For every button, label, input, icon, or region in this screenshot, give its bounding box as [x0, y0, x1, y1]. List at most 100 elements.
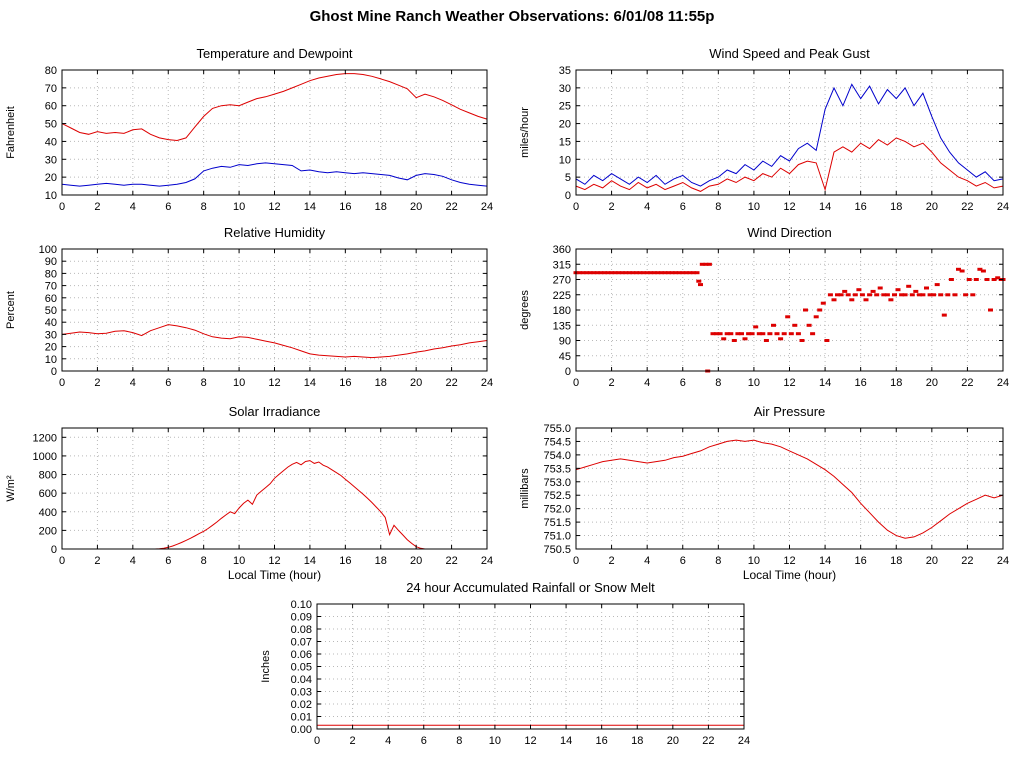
y-tick-label: 270 — [553, 275, 571, 287]
solar-irradiance-line — [62, 460, 487, 550]
x-tick-label: 2 — [350, 735, 356, 747]
x-tick-label: 6 — [165, 201, 171, 213]
x-tick-label: 22 — [702, 735, 714, 747]
y-tick-label: 30 — [45, 154, 57, 166]
y-tick-label: 800 — [39, 470, 57, 482]
x-tick-label: 2 — [609, 201, 615, 213]
grid-lines — [61, 248, 488, 372]
wind-direction-chart: 0 2 4 6 8 10 12 14 16 18 20 22 24 0 45 90 135 180 225 270 31… — [514, 219, 1024, 401]
y-tick-label: 200 — [39, 525, 57, 537]
x-tick-label: 24 — [997, 201, 1009, 213]
y-tick-label: 754.0 — [543, 450, 571, 462]
y-tick-label: 0.03 — [291, 687, 312, 699]
y-tick-label: 20 — [45, 172, 57, 184]
y-tick-label: 135 — [553, 320, 571, 332]
x-tick-label: 6 — [165, 555, 171, 567]
page-title: Ghost Mine Ranch Weather Observations: 6… — [309, 8, 715, 25]
y-tick-label: 751.0 — [543, 531, 571, 543]
y-tick-label: 0 — [51, 366, 57, 378]
y-axis-label: Inches — [260, 650, 272, 683]
x-tick-label: 22 — [445, 377, 457, 389]
y-tick-label: 753.0 — [543, 477, 571, 489]
y-tick-label: 0.10 — [291, 599, 312, 611]
y-tick-label: 0 — [565, 366, 571, 378]
y-tick-label: 90 — [559, 336, 571, 348]
x-tick-label: 12 — [268, 555, 280, 567]
solar-plot-svg: 0 2 4 6 8 10 12 14 16 18 20 22 240200400600800100012… — [5, 404, 493, 582]
y-tick-label: 80 — [45, 65, 57, 77]
humidity-plot-svg: 0 2 4 6 8 10 12 14 16 18 20 22 240102030405060708090… — [5, 225, 493, 389]
x-tick-label: 22 — [961, 201, 973, 213]
x-tick-label: 0 — [59, 201, 65, 213]
x-tick-label: 18 — [375, 555, 387, 567]
x-tick-label: 6 — [680, 377, 686, 389]
x-tick-label: 20 — [926, 555, 938, 567]
x-tick-label: 4 — [130, 201, 136, 213]
x-tick-label: 2 — [609, 377, 615, 389]
air-pressure-line — [575, 439, 1004, 539]
wind-speed-gust-chart: 0 2 4 6 8 10 12 14 16 18 20 22 24 0 5 10 15 20 25 30 35 Wind … — [514, 40, 1024, 225]
x-tick-label: 16 — [339, 377, 351, 389]
y-tick-label: 15 — [559, 136, 571, 148]
x-tick-label: 4 — [130, 555, 136, 567]
y-tick-label: 1000 — [33, 451, 57, 463]
x-tick-label: 24 — [481, 377, 493, 389]
x-tick-label: 2 — [609, 555, 615, 567]
y-tick-label: 360 — [553, 244, 571, 256]
x-tick-label: 14 — [304, 201, 316, 213]
x-tick-label: 4 — [644, 555, 650, 567]
y-tick-label: 600 — [39, 488, 57, 500]
x-tick-label: 24 — [481, 555, 493, 567]
rain-plot-svg: 0 2 4 6 8 10 12 14 16 18 20 22 240.000.010.020.030.0… — [260, 580, 750, 747]
y-tick-label: 0.04 — [291, 674, 312, 686]
y-tick-label: 40 — [45, 317, 57, 329]
x-tick-label: 8 — [715, 377, 721, 389]
x-tick-label: 12 — [268, 201, 280, 213]
y-axis-label: millibars — [519, 468, 531, 509]
x-tick-label: 24 — [997, 555, 1009, 567]
x-tick-label: 2 — [94, 377, 100, 389]
x-tick-label: 10 — [748, 201, 760, 213]
x-tick-label: 16 — [339, 555, 351, 567]
y-tick-label: 755.0 — [543, 423, 571, 435]
y-tick-label: 0.07 — [291, 637, 312, 649]
x-tick-label: 6 — [680, 555, 686, 567]
relative-humidity-line — [61, 324, 488, 359]
winddir-plot-svg: 0 2 4 6 8 10 12 14 16 18 20 22 240459013518022527031… — [519, 225, 1009, 389]
y-tick-label: 753.5 — [543, 463, 571, 475]
y-tick-label: 315 — [553, 259, 571, 271]
x-tick-label: 4 — [130, 377, 136, 389]
x-tick-label: 8 — [715, 555, 721, 567]
y-tick-label: 0 — [565, 190, 571, 202]
y-tick-label: 0 — [51, 544, 57, 556]
x-tick-label: 12 — [783, 377, 795, 389]
x-tick-label: 0 — [573, 555, 579, 567]
grid-lines — [61, 428, 488, 550]
x-tick-label: 4 — [644, 377, 650, 389]
x-tick-label: 18 — [631, 735, 643, 747]
y-axis-label: Percent — [5, 291, 17, 329]
y-tick-label: 60 — [45, 293, 57, 305]
chart-title: Temperature and Dewpoint — [196, 46, 352, 61]
x-tick-label: 20 — [926, 201, 938, 213]
y-tick-label: 0.05 — [291, 662, 312, 674]
temperature-line — [61, 73, 488, 142]
x-tick-label: 20 — [410, 555, 422, 567]
x-tick-label: 18 — [890, 555, 902, 567]
x-tick-label: 18 — [890, 377, 902, 389]
x-tick-label: 20 — [667, 735, 679, 747]
x-axis-label: Local Time (hour) — [743, 568, 836, 582]
x-tick-label: 0 — [59, 377, 65, 389]
y-tick-label: 5 — [565, 172, 571, 184]
y-tick-label: 20 — [45, 342, 57, 354]
y-tick-label: 180 — [553, 305, 571, 317]
chart-title: Air Pressure — [754, 404, 826, 419]
x-tick-label: 22 — [445, 201, 457, 213]
x-tick-label: 16 — [596, 735, 608, 747]
x-tick-label: 14 — [819, 555, 831, 567]
x-tick-label: 10 — [233, 555, 245, 567]
x-tick-label: 4 — [644, 201, 650, 213]
x-tick-label: 2 — [94, 201, 100, 213]
x-tick-label: 20 — [410, 377, 422, 389]
x-tick-label: 14 — [560, 735, 572, 747]
